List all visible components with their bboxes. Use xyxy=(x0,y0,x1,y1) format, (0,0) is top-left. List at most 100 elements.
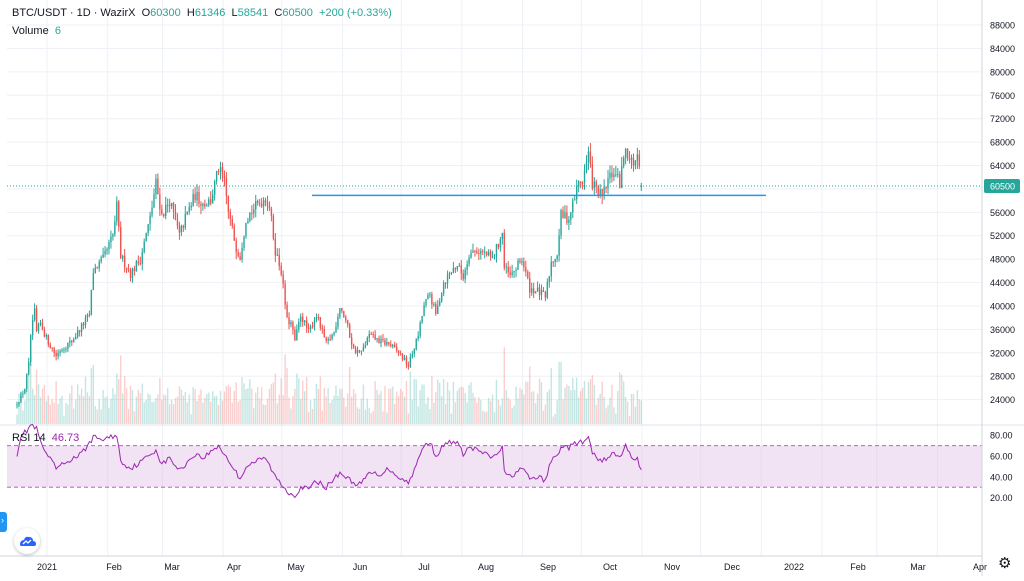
candle-body[interactable] xyxy=(609,172,611,179)
candle-body[interactable] xyxy=(192,194,194,206)
candle-body[interactable] xyxy=(268,205,271,209)
candle-body[interactable] xyxy=(139,263,141,265)
candle-body[interactable] xyxy=(427,294,429,300)
candle-body[interactable] xyxy=(626,148,629,159)
candle-body[interactable] xyxy=(640,186,642,188)
candle-body[interactable] xyxy=(94,267,96,274)
candle-body[interactable] xyxy=(309,326,312,330)
candle-body[interactable] xyxy=(523,261,525,268)
candle-body[interactable] xyxy=(145,233,147,242)
candle-body[interactable] xyxy=(166,204,169,206)
candle-body[interactable] xyxy=(407,364,410,367)
candle-body[interactable] xyxy=(188,207,190,212)
candle-body[interactable] xyxy=(39,322,42,325)
candle-body[interactable] xyxy=(163,213,165,217)
candle-body[interactable] xyxy=(258,202,261,205)
candle-body[interactable] xyxy=(603,186,605,197)
candle-body[interactable] xyxy=(241,247,243,260)
candle-body[interactable] xyxy=(172,203,175,212)
candle-body[interactable] xyxy=(542,290,545,292)
candle-body[interactable] xyxy=(411,354,414,358)
candle-body[interactable] xyxy=(501,232,504,240)
candle-body[interactable] xyxy=(127,269,130,271)
candle-body[interactable] xyxy=(568,219,570,223)
candle-body[interactable] xyxy=(22,393,24,395)
candle-body[interactable] xyxy=(577,181,580,187)
candle-body[interactable] xyxy=(235,240,237,253)
candle-body[interactable] xyxy=(120,227,122,259)
price-tick-label[interactable]: 56000 xyxy=(990,208,1015,218)
candle-body[interactable] xyxy=(221,167,224,176)
candle-body[interactable] xyxy=(450,272,453,274)
candle-body[interactable] xyxy=(364,345,367,348)
candle-body[interactable] xyxy=(576,186,578,200)
candle-body[interactable] xyxy=(182,225,185,228)
price-tick-label[interactable]: 32000 xyxy=(990,348,1015,358)
candle-body[interactable] xyxy=(219,167,222,172)
candle-body[interactable] xyxy=(108,242,110,250)
candle-body[interactable] xyxy=(84,317,87,326)
candle-body[interactable] xyxy=(499,239,502,248)
candle-body[interactable] xyxy=(233,226,235,241)
candle-body[interactable] xyxy=(333,332,335,335)
candle-body[interactable] xyxy=(480,250,482,254)
candle-body[interactable] xyxy=(37,324,40,331)
candle-body[interactable] xyxy=(311,326,314,328)
candle-body[interactable] xyxy=(464,269,466,280)
candle-body[interactable] xyxy=(247,220,249,224)
rsi-tick-label[interactable]: 60.00 xyxy=(990,452,1013,462)
candle-body[interactable] xyxy=(462,273,464,280)
candle-body[interactable] xyxy=(153,194,155,208)
candle-body[interactable] xyxy=(622,157,625,167)
candle-body[interactable] xyxy=(90,289,93,315)
candle-body[interactable] xyxy=(468,257,470,265)
symbol-title[interactable]: BTC/USDT · 1D · WazirX xyxy=(12,7,136,19)
candle-body[interactable] xyxy=(262,200,265,207)
candle-body[interactable] xyxy=(135,261,138,272)
candle-body[interactable] xyxy=(605,186,607,189)
price-tick-label[interactable]: 76000 xyxy=(990,91,1015,101)
candle-body[interactable] xyxy=(405,357,408,365)
candle-body[interactable] xyxy=(204,203,206,207)
candle-body[interactable] xyxy=(343,311,345,317)
candle-body[interactable] xyxy=(538,287,541,296)
candle-body[interactable] xyxy=(190,205,192,208)
candle-body[interactable] xyxy=(448,273,451,275)
time-tick-label[interactable]: Jul xyxy=(418,562,430,572)
candle-body[interactable] xyxy=(509,272,511,275)
rsi-tick-label[interactable]: 20.00 xyxy=(990,493,1013,503)
candle-body[interactable] xyxy=(315,316,318,321)
candle-body[interactable] xyxy=(69,340,71,343)
price-tick-label[interactable]: 84000 xyxy=(990,44,1015,54)
candle-body[interactable] xyxy=(329,339,331,341)
price-tick-label[interactable]: 28000 xyxy=(990,372,1015,382)
candle-body[interactable] xyxy=(413,349,415,355)
candle-body[interactable] xyxy=(366,337,369,346)
candle-body[interactable] xyxy=(131,268,134,279)
candle-body[interactable] xyxy=(215,171,218,182)
candle-body[interactable] xyxy=(345,316,347,321)
candle-body[interactable] xyxy=(636,154,639,161)
candle-body[interactable] xyxy=(245,223,247,237)
candle-body[interactable] xyxy=(288,317,290,325)
candle-body[interactable] xyxy=(51,347,53,349)
candle-body[interactable] xyxy=(570,212,572,220)
candle-body[interactable] xyxy=(212,194,214,204)
candle-body[interactable] xyxy=(202,203,204,206)
candle-body[interactable] xyxy=(380,338,382,344)
candle-body[interactable] xyxy=(599,189,601,195)
candle-body[interactable] xyxy=(417,336,419,339)
candle-body[interactable] xyxy=(251,213,253,215)
rsi-tick-label[interactable]: 40.00 xyxy=(990,472,1013,482)
candle-body[interactable] xyxy=(394,344,396,347)
candle-body[interactable] xyxy=(123,255,126,268)
candle-body[interactable] xyxy=(595,181,597,186)
candle-body[interactable] xyxy=(634,160,637,166)
candle-body[interactable] xyxy=(184,213,187,228)
candle-body[interactable] xyxy=(129,270,132,279)
candle-body[interactable] xyxy=(61,349,63,352)
candle-body[interactable] xyxy=(386,342,388,345)
price-tick-label[interactable]: 52000 xyxy=(990,231,1015,241)
candle-body[interactable] xyxy=(255,200,257,210)
